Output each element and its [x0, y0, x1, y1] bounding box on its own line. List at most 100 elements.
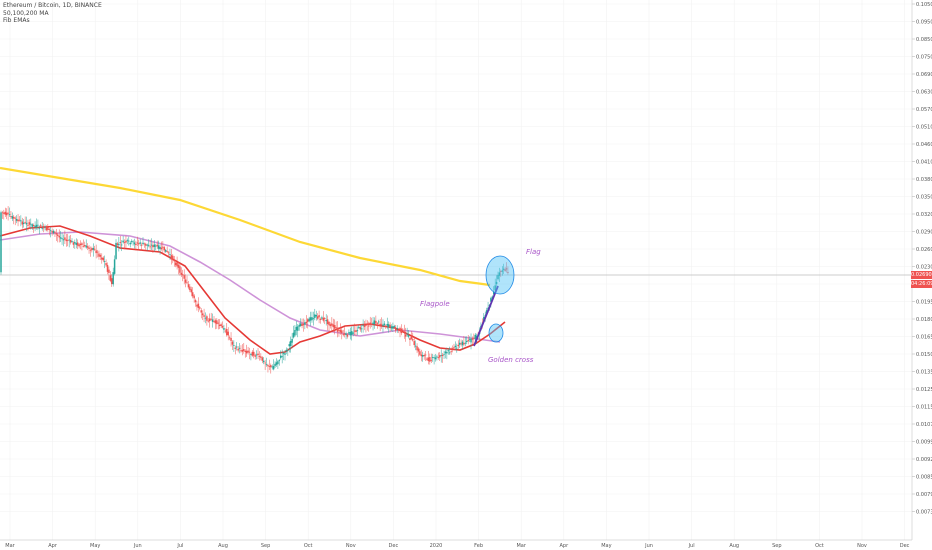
ma-200-line[interactable] [0, 166, 491, 287]
ma-100-line[interactable] [0, 231, 501, 343]
y-tick-label: 0.015000 [916, 352, 932, 358]
candle-body [217, 322, 220, 324]
candle [463, 335, 465, 347]
candle [281, 349, 283, 364]
candle-body [368, 325, 370, 327]
candle [299, 318, 302, 328]
candle-body [376, 323, 379, 325]
candle-body [326, 319, 329, 325]
ma-indicator-label[interactable]: 50,100,200 MA [3, 9, 49, 17]
candle-body [247, 350, 249, 353]
candle [268, 359, 271, 371]
candle [301, 318, 303, 329]
candle [61, 232, 63, 245]
candle-body [439, 355, 441, 358]
candle-body [214, 320, 217, 324]
candle [103, 255, 106, 269]
candle [22, 219, 25, 228]
candle-body [76, 242, 79, 246]
candle [386, 317, 388, 330]
candle [143, 242, 146, 248]
candle [123, 239, 126, 250]
candle-body [341, 330, 343, 334]
candle [257, 348, 259, 360]
x-tick-label: Dec [389, 543, 399, 549]
candle-body [220, 324, 222, 327]
candle-body [380, 323, 383, 325]
candle-body [95, 250, 97, 254]
flagpole-label[interactable]: Flagpole [420, 300, 450, 308]
candle-body [115, 242, 117, 259]
candle-body [355, 330, 357, 333]
candle [25, 216, 28, 232]
candle [145, 242, 147, 250]
candle-body [32, 225, 35, 227]
candle-body [218, 324, 221, 326]
candle [147, 239, 150, 248]
candle-body [250, 354, 252, 355]
candle-body [419, 351, 421, 355]
candle-body [156, 244, 158, 247]
candle-body [35, 224, 38, 228]
x-tick-label: Jun [133, 543, 142, 549]
candle [279, 350, 282, 360]
candle-body [123, 242, 126, 243]
candle-body [402, 329, 404, 331]
x-tick-label: Mar [5, 543, 15, 549]
candle-body [15, 218, 18, 221]
ma-50-line[interactable] [0, 225, 506, 355]
candle-body [427, 357, 430, 362]
candle [363, 320, 366, 331]
candle [412, 332, 414, 342]
x-tick-label: Apr [48, 543, 58, 549]
candle-body [78, 244, 80, 247]
candle-body [345, 333, 347, 336]
candle-body [126, 240, 129, 242]
candle-body [375, 320, 377, 324]
candle [346, 332, 349, 339]
candle-body [409, 338, 411, 340]
candle [305, 315, 308, 328]
candle [385, 324, 387, 329]
candle [507, 266, 509, 275]
y-tick-label: 0.041000 [916, 160, 932, 166]
candle [207, 318, 210, 323]
candle [339, 323, 342, 335]
candle-body [92, 247, 95, 250]
candle [194, 298, 197, 307]
candle [95, 244, 97, 259]
candle [421, 351, 424, 362]
golden-cross-highlight-circle[interactable] [488, 323, 504, 343]
candle [291, 333, 293, 349]
y-tick-label: 0.095000 [916, 20, 932, 26]
candle [28, 219, 31, 228]
candle-body [377, 321, 380, 323]
flagpole-line[interactable] [473, 285, 499, 347]
candle [199, 305, 201, 311]
symbol-title[interactable]: Ethereum / Bitcoin, 1D, BINANCE [3, 2, 102, 9]
candle-body [285, 349, 288, 351]
candle [282, 351, 285, 361]
flag-highlight-circle[interactable] [485, 255, 515, 295]
candle [395, 324, 397, 333]
candle [457, 340, 459, 351]
candle [150, 238, 153, 251]
candle [14, 216, 16, 226]
candle-body [288, 344, 291, 347]
candle [62, 234, 65, 247]
candle-body [11, 216, 14, 219]
candle-body [399, 327, 401, 331]
candle [217, 319, 220, 330]
ema-indicator-label[interactable]: Fib EMAs [3, 17, 30, 24]
candle-body [443, 353, 445, 355]
candle-body [191, 292, 194, 297]
candle [122, 235, 124, 244]
candle [414, 340, 417, 351]
candle [446, 347, 448, 360]
candle-body [7, 212, 9, 214]
golden-cross-label[interactable]: Golden cross [488, 356, 534, 364]
flag-label[interactable]: Flag [526, 248, 541, 256]
candle-body [200, 310, 202, 313]
candle-body [69, 240, 72, 243]
